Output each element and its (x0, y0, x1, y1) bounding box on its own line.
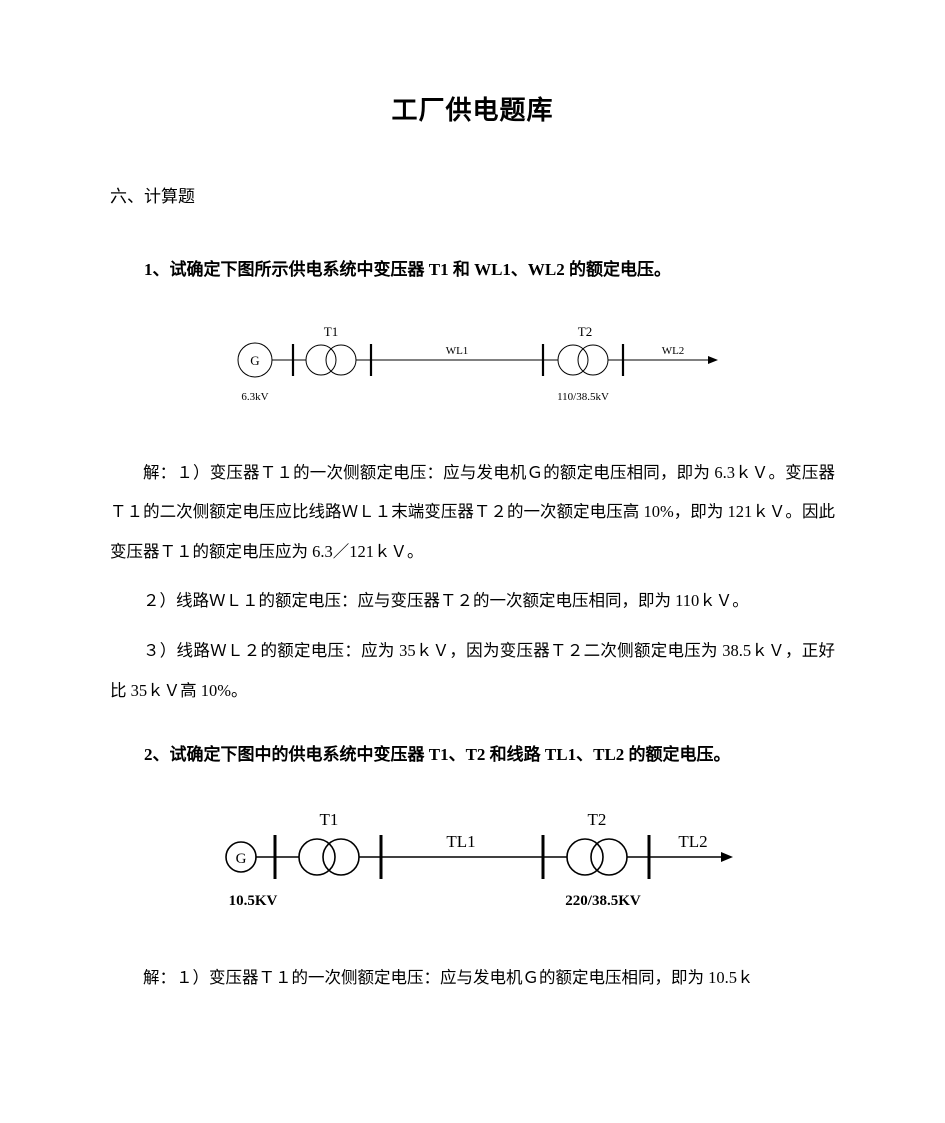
wl1-label: WL1 (445, 345, 468, 357)
gen-label-2: G (235, 851, 246, 867)
q2-heading: 2、试确定下图中的供电系统中变压器 T1、T2 和线路 TL1、TL2 的额定电… (110, 740, 835, 771)
t1-label-d1: T1 (323, 324, 337, 339)
t2-label-d2: T2 (587, 810, 606, 829)
t2-label-d1: T2 (577, 324, 591, 339)
q1-answer-1: 解：１）变压器Ｔ１的一次侧额定电压：应与发电机Ｇ的额定电压相同，即为 6.3ｋＶ… (110, 453, 835, 572)
section-heading: 六、计算题 (110, 182, 835, 207)
gen-label: G (250, 353, 259, 368)
q1-heading: 1、试确定下图所示供电系统中变压器 T1 和 WL1、WL2 的额定电压。 (110, 255, 835, 286)
t2-sublabel-d1: 110/38.5kV (557, 391, 609, 403)
tl2-label: TL2 (678, 832, 707, 851)
wl2-label: WL2 (661, 345, 684, 357)
tl1-label: TL1 (446, 832, 475, 851)
q1-diagram: G 6.3kV T1 WL1 T2 110/38.5kV WL (110, 322, 835, 417)
q1-answer-3: ３）线路ＷＬ２的额定电压：应为 35ｋＶ，因为变压器Ｔ２二次侧额定电压为 38.… (110, 631, 835, 710)
q1-answer-2: ２）线路ＷＬ１的额定电压：应与变压器Ｔ２的一次额定电压相同，即为 110ｋＶ。 (110, 581, 835, 621)
gen-sublabel-2: 10.5KV (228, 893, 277, 909)
q2-answer-1: 解：１）变压器Ｔ１的一次侧额定电压：应与发电机Ｇ的额定电压相同，即为 10.5ｋ (110, 958, 835, 998)
t2-sublabel-d2: 220/38.5KV (565, 893, 641, 909)
t1-label-d2: T1 (319, 810, 338, 829)
gen-sublabel: 6.3kV (241, 391, 268, 403)
page-title: 工厂供电题库 (110, 90, 835, 127)
q2-diagram: G 10.5KV T1 TL1 T2 220/38.5KV T (110, 807, 835, 922)
